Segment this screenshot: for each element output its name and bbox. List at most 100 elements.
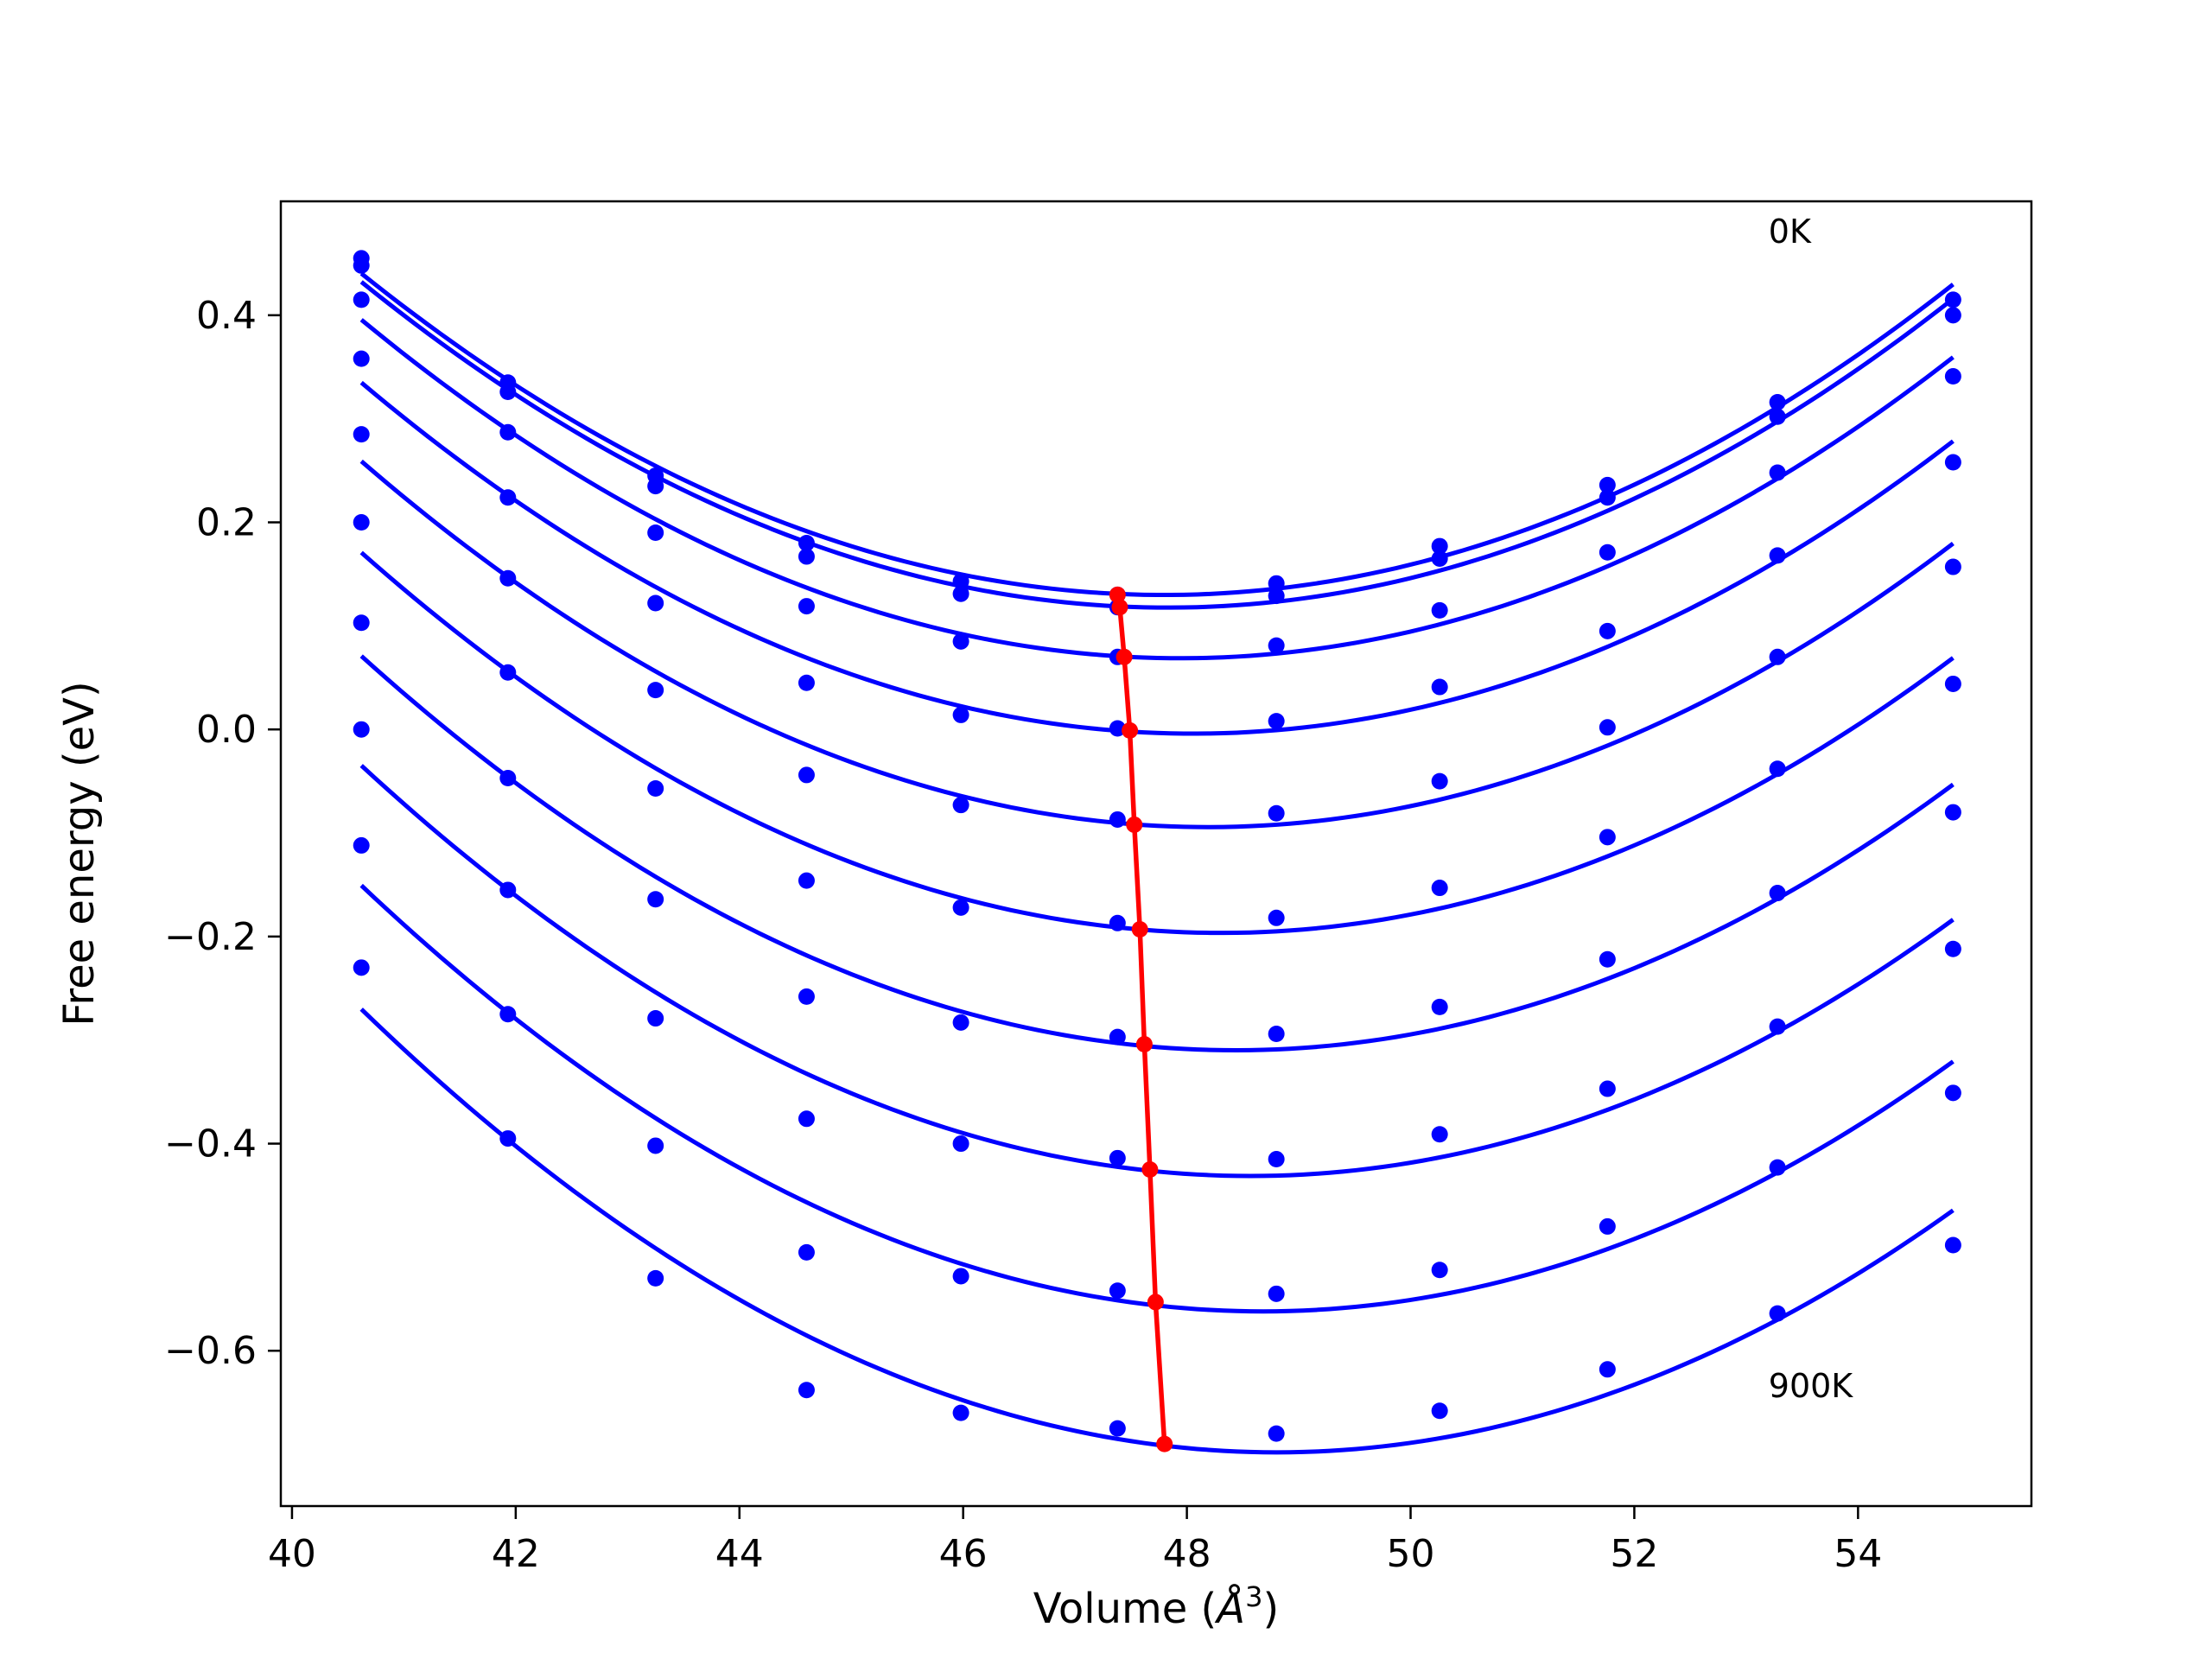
fit-curve-5 (359, 550, 1955, 936)
data-point-2-9 (1769, 464, 1786, 481)
fit-curve-2 (359, 318, 1955, 661)
minimum-point-8 (1147, 1294, 1164, 1311)
data-point-5-4 (952, 899, 969, 916)
data-point-3-4 (952, 706, 969, 723)
data-point-8-8 (1599, 1217, 1616, 1235)
data-point-6-3 (798, 988, 815, 1005)
data-point-8-0 (353, 836, 370, 854)
data-point-8-2 (647, 1137, 664, 1154)
minimum-point-3 (1122, 721, 1139, 739)
data-point-4-9 (1769, 648, 1786, 665)
x-axis-label-prefix: Volume ( (1033, 1585, 1217, 1633)
data-point-4-2 (647, 682, 664, 699)
x-tick-label-5: 50 (1387, 1532, 1435, 1576)
data-point-6-8 (1599, 950, 1616, 968)
data-point-9-8 (1599, 1361, 1616, 1378)
y-tick-label-1: −0.4 (164, 1122, 257, 1166)
data-point-2-3 (798, 598, 815, 615)
data-point-7-8 (1599, 1080, 1616, 1097)
data-point-4-4 (952, 797, 969, 814)
x-tick-label-1: 42 (492, 1532, 540, 1576)
x-axis-label-unit: Å (1214, 1584, 1245, 1633)
data-point-3-3 (798, 674, 815, 691)
data-point-2-10 (1944, 368, 1961, 385)
x-tick-label-3: 46 (939, 1532, 988, 1576)
data-point-8-9 (1769, 1159, 1786, 1176)
x-tick-label-4: 48 (1163, 1532, 1211, 1576)
data-point-9-9 (1769, 1305, 1786, 1322)
data-point-5-10 (1944, 675, 1961, 692)
data-point-6-7 (1431, 998, 1448, 1015)
data-point-7-5 (1109, 1149, 1126, 1166)
data-point-9-3 (798, 1382, 815, 1399)
data-point-2-8 (1599, 543, 1616, 561)
fit-curve-4 (359, 459, 1955, 830)
data-point-3-8 (1599, 622, 1616, 639)
x-tick-label-7: 54 (1834, 1532, 1882, 1576)
data-point-2-2 (647, 524, 664, 541)
minimum-point-4 (1126, 816, 1143, 833)
x-axis-label: Volume (Å3) (1033, 1580, 1279, 1633)
data-point-5-3 (798, 872, 815, 889)
data-point-7-1 (499, 881, 517, 899)
data-point-7-3 (798, 1110, 815, 1128)
data-point-9-6 (1268, 1425, 1285, 1442)
data-point-7-9 (1769, 1018, 1786, 1035)
data-point-8-4 (952, 1268, 969, 1285)
data-point-3-1 (499, 489, 517, 506)
minimum-point-9 (1156, 1435, 1173, 1452)
data-point-2-6 (1268, 637, 1285, 654)
data-point-1-6 (1268, 588, 1285, 605)
data-point-5-2 (647, 780, 664, 797)
data-point-4-8 (1599, 719, 1616, 736)
data-point-5-0 (353, 514, 370, 531)
data-point-2-1 (499, 423, 517, 441)
data-point-5-7 (1431, 880, 1448, 897)
data-point-1-10 (1944, 307, 1961, 324)
data-point-3-0 (353, 350, 370, 367)
data-point-1-1 (499, 384, 517, 401)
data-point-2-7 (1431, 601, 1448, 619)
y-tick-label-3: 0.0 (196, 708, 257, 752)
data-point-7-2 (647, 1010, 664, 1027)
data-point-6-1 (499, 770, 517, 787)
y-axis-ticks: −0.6 −0.4 −0.2 0.0 0.2 0.4 (164, 294, 281, 1373)
minimum-line (1115, 594, 1167, 1445)
data-point-8-6 (1268, 1285, 1285, 1302)
data-point-3-6 (1268, 713, 1285, 730)
data-point-6-6 (1268, 1026, 1285, 1043)
data-point-3-9 (1769, 547, 1786, 564)
data-point-9-2 (647, 1269, 664, 1287)
data-point-9-10 (1944, 1236, 1961, 1254)
data-point-8-1 (499, 1006, 517, 1023)
fit-curve-6 (359, 654, 1955, 1052)
data-point-0-6 (1268, 575, 1285, 592)
data-point-5-5 (1109, 914, 1126, 931)
minimum-point-7 (1141, 1161, 1159, 1179)
data-point-7-7 (1431, 1126, 1448, 1143)
x-axis-label-exponent: 3 (1245, 1580, 1262, 1613)
data-point-6-0 (353, 614, 370, 632)
data-point-8-10 (1944, 1084, 1961, 1102)
data-point-8-3 (798, 1243, 815, 1261)
data-point-3-10 (1944, 454, 1961, 471)
data-point-7-6 (1268, 1151, 1285, 1168)
data-point-9-1 (499, 1130, 517, 1147)
data-point-4-7 (1431, 772, 1448, 790)
data-point-1-4 (952, 585, 969, 602)
data-point-6-2 (647, 891, 664, 908)
data-point-4-3 (798, 766, 815, 784)
x-tick-label-0: 40 (268, 1532, 316, 1576)
data-point-7-4 (952, 1135, 969, 1153)
fit-curve-0 (359, 271, 1955, 598)
data-point-9-5 (1109, 1420, 1126, 1437)
x-tick-label-6: 52 (1610, 1532, 1658, 1576)
minimum-point-6 (1135, 1036, 1153, 1053)
data-point-3-5 (1109, 720, 1126, 737)
data-point-3-2 (647, 594, 664, 612)
data-point-1-7 (1431, 550, 1448, 567)
y-tick-label-2: −0.2 (164, 915, 257, 959)
y-tick-label-4: 0.2 (196, 501, 257, 545)
minimum-point-5 (1131, 920, 1148, 938)
